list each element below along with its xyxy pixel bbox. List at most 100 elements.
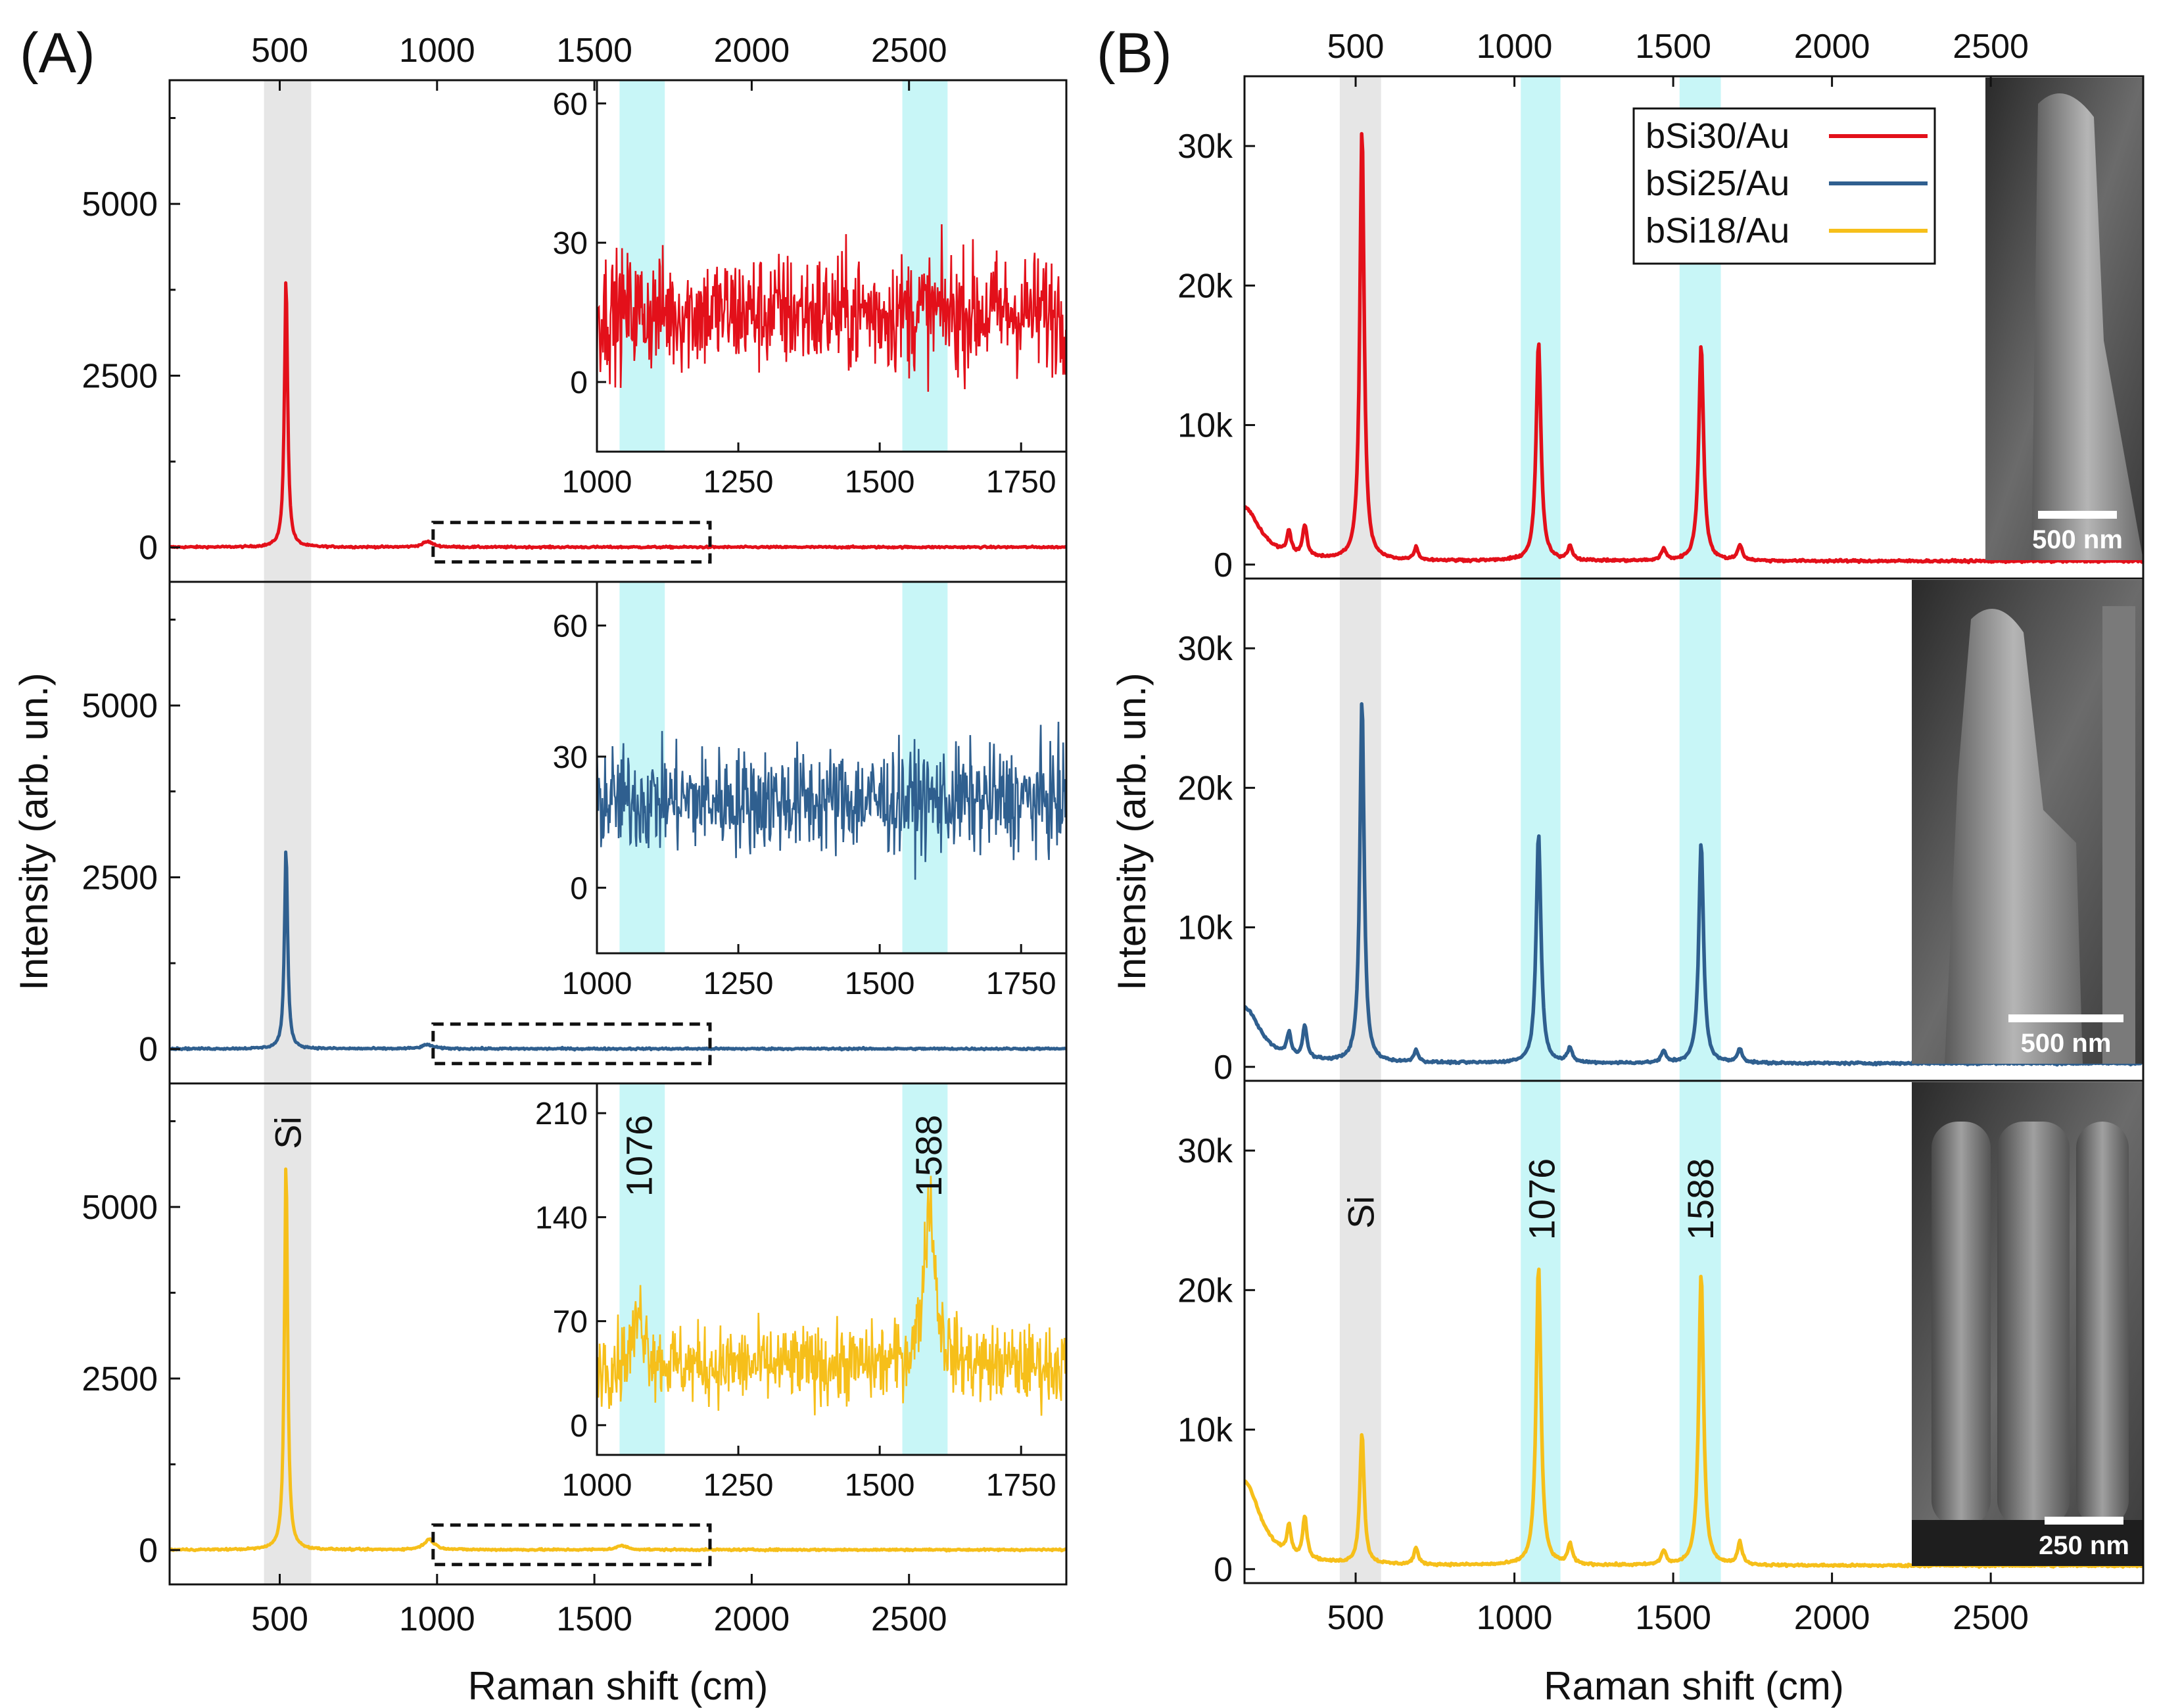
panel-a-ylabel: Intensity (arb. un.) xyxy=(12,673,56,991)
top-x-tick-label: 1500 xyxy=(556,32,632,70)
y-tick-label: 5000 xyxy=(82,687,158,725)
inset-x-tick-label: 1500 xyxy=(845,465,915,500)
sem-pillar xyxy=(1945,609,2083,1064)
inset-x-tick-label: 1750 xyxy=(986,465,1056,500)
sem-scale-bar xyxy=(2045,1517,2123,1525)
inset-x-tick-label: 1000 xyxy=(562,465,632,500)
y-tick-label: 30k xyxy=(1177,128,1233,166)
inset-x-tick-label: 1500 xyxy=(845,1468,915,1503)
sem-pillar xyxy=(2031,93,2143,560)
y-tick-label: 30k xyxy=(1177,630,1233,668)
sem-pillar xyxy=(1997,1122,2070,1527)
x-tick-label: 2000 xyxy=(714,1600,790,1638)
peak-label-1588: 1588 xyxy=(908,1115,949,1197)
spectrum-line xyxy=(1243,131,2145,565)
sem-scale-label: 250 nm xyxy=(2039,1531,2129,1560)
inset-y-tick-label: 0 xyxy=(570,871,588,906)
inset-x-tick-label: 1500 xyxy=(845,966,915,1001)
inset-y-tick-label: 0 xyxy=(570,1409,588,1444)
spectrum-line xyxy=(168,850,1068,1052)
y-tick-label: 5000 xyxy=(82,1189,158,1227)
inset-frame xyxy=(596,79,1068,453)
panel-b-label: (B) xyxy=(1097,22,1172,85)
sem-scale-bar xyxy=(2038,511,2117,519)
x-tick-label: 2500 xyxy=(1953,1599,2029,1637)
inset-spectrum-line xyxy=(596,224,1067,392)
top-x-tick-label: 1500 xyxy=(1635,28,1711,66)
top-x-tick-label: 2000 xyxy=(1794,28,1870,66)
y-tick-label: 20k xyxy=(1177,267,1233,305)
inset-y-tick-label: 60 xyxy=(553,609,588,644)
peak-band xyxy=(1521,579,1561,1081)
x-tick-label: 1500 xyxy=(556,1600,632,1638)
inset-x-tick-label: 1750 xyxy=(986,1468,1056,1503)
zoom-box xyxy=(431,1022,712,1066)
peak-band xyxy=(619,80,665,452)
y-tick-label: 0 xyxy=(1214,546,1233,584)
top-x-tick-label: 2500 xyxy=(871,32,947,70)
panel-a-label: (A) xyxy=(20,22,95,85)
inset-spectrum-line xyxy=(596,1175,1067,1416)
inset-x-tick-label: 1000 xyxy=(562,1468,632,1503)
top-x-tick-label: 500 xyxy=(1327,28,1385,66)
panel-b-xlabel: Raman shift (cm) xyxy=(1544,1664,1844,1708)
si-label: Si xyxy=(1340,1196,1381,1229)
x-tick-label: 500 xyxy=(251,1600,308,1638)
peak-band xyxy=(902,80,948,452)
zoom-box xyxy=(431,1523,712,1567)
y-tick-label: 30k xyxy=(1177,1132,1233,1170)
inset: 0 70 140 210 1000 1250 1500 1750 1076 1588 xyxy=(535,1082,1068,1503)
inset-y-tick-label: 30 xyxy=(553,226,588,261)
y-tick-label: 5000 xyxy=(82,185,158,224)
sem-image: 500 nm xyxy=(1985,78,2143,560)
x-tick-label: 2000 xyxy=(1794,1599,1870,1637)
sem-image: 250 nm xyxy=(1912,1082,2143,1566)
y-tick-label: 0 xyxy=(1214,1551,1233,1589)
inset-x-tick-label: 1000 xyxy=(562,966,632,1001)
sem-scale-bar xyxy=(2008,1014,2123,1022)
x-tick-label: 500 xyxy=(1327,1599,1385,1637)
peak-band xyxy=(1521,76,1561,579)
inset-x-tick-label: 1250 xyxy=(703,966,774,1001)
sem-scale-label: 500 nm xyxy=(2032,525,2123,554)
top-x-tick-label: 1000 xyxy=(1477,28,1553,66)
y-tick-label: 0 xyxy=(139,1031,158,1069)
y-tick-label: 0 xyxy=(1214,1049,1233,1087)
y-tick-label: 2500 xyxy=(82,859,158,897)
panel-b: 500 nm 0 10k 20k 30k 500 nm 0 10k 20k 30k 250 nm 0 1… xyxy=(1177,28,2145,1708)
spectrum-line xyxy=(168,281,1068,550)
inset-frame xyxy=(596,1082,1068,1456)
sem-pillar xyxy=(2076,1122,2129,1527)
peak-label-1588: 1588 xyxy=(1680,1158,1721,1241)
peak-band xyxy=(1679,579,1721,1081)
inset-frame xyxy=(596,581,1068,955)
inset-y-tick-label: 30 xyxy=(553,740,588,775)
inset-y-tick-label: 140 xyxy=(535,1200,588,1235)
peak-label-1076: 1076 xyxy=(1521,1158,1563,1241)
peak-label-1076: 1076 xyxy=(618,1115,659,1197)
x-tick-label: 1000 xyxy=(1477,1599,1553,1637)
top-x-tick-label: 2500 xyxy=(1953,28,2029,66)
y-tick-label: 10k xyxy=(1177,407,1233,445)
legend-label: bSi25/Au xyxy=(1646,164,1790,203)
inset: 0 30 60 1000 1250 1500 1750 xyxy=(553,581,1068,1001)
top-x-tick-label: 2000 xyxy=(714,32,790,70)
y-tick-label: 0 xyxy=(139,529,158,567)
spectrum-line xyxy=(168,1167,1068,1553)
subplot-frame xyxy=(1243,1079,2145,1584)
y-tick-label: 20k xyxy=(1177,1271,1233,1310)
inset: 0 30 60 1000 1250 1500 1750 xyxy=(553,79,1068,500)
inset-y-tick-label: 70 xyxy=(553,1305,588,1340)
top-x-tick-label: 500 xyxy=(251,32,308,70)
panel-b-ylabel: Intensity (arb. un.) xyxy=(1110,673,1154,991)
peak-band xyxy=(619,582,665,953)
y-tick-label: 10k xyxy=(1177,1411,1233,1450)
x-tick-label: 2500 xyxy=(871,1600,947,1638)
peak-band xyxy=(619,1083,665,1455)
inset-y-tick-label: 60 xyxy=(553,87,588,122)
inset-x-tick-label: 1250 xyxy=(703,1468,774,1503)
panel-a-xlabel: Raman shift (cm) xyxy=(468,1664,769,1708)
y-tick-label: 2500 xyxy=(82,357,158,395)
inset-y-tick-label: 0 xyxy=(570,366,588,400)
